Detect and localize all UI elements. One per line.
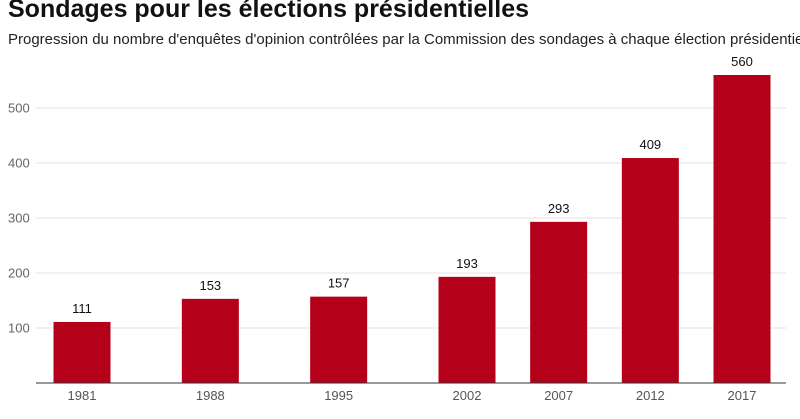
data-label-2002: 193 [456, 256, 478, 271]
y-tick-label: 400 [8, 156, 30, 171]
y-tick-label: 300 [8, 211, 30, 226]
data-label-2007: 293 [548, 201, 570, 216]
x-tick-label-1988: 1988 [196, 388, 225, 403]
bar-1995 [310, 296, 368, 383]
x-tick-label-1981: 1981 [68, 388, 97, 403]
x-tick-label-2017: 2017 [728, 388, 757, 403]
y-tick-label: 500 [8, 101, 30, 116]
x-tick-label-2007: 2007 [544, 388, 573, 403]
bar-2012 [621, 158, 679, 383]
x-tick-label-2012: 2012 [636, 388, 665, 403]
y-tick-label: 200 [8, 266, 30, 281]
data-label-2017: 560 [731, 54, 753, 69]
bar-1981 [53, 321, 111, 383]
data-label-1981: 111 [72, 301, 92, 316]
bar-1988 [181, 298, 239, 383]
data-label-1988: 153 [199, 278, 221, 293]
bar-2007 [530, 221, 588, 383]
chart-title: Sondages pour les élections présidentiel… [8, 0, 529, 23]
labels: 100 200 300 400 500 111 1981 153 1988 157 1995 193 2… [8, 54, 756, 403]
data-label-1995: 157 [328, 276, 350, 291]
bars [53, 75, 771, 383]
bar-2002 [438, 276, 496, 383]
data-label-2012: 409 [639, 137, 661, 152]
bar-2017 [713, 75, 771, 383]
chart-subtitle: Progression du nombre d'enquêtes d'opini… [8, 31, 800, 48]
x-tick-label-1995: 1995 [324, 388, 353, 403]
x-tick-label-2002: 2002 [453, 388, 482, 403]
y-tick-label: 100 [8, 321, 30, 336]
